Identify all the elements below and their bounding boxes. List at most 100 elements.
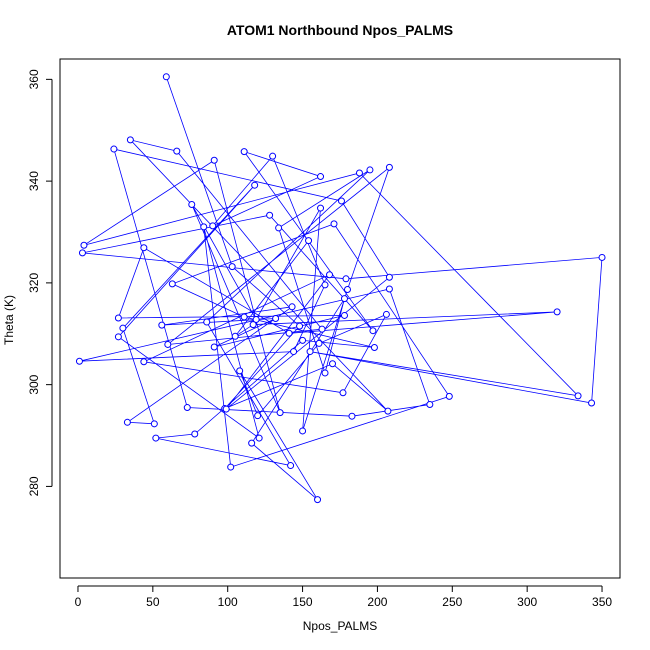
data-point bbox=[330, 220, 338, 228]
data-point bbox=[445, 392, 453, 400]
data-point bbox=[326, 271, 334, 279]
data-point bbox=[173, 147, 181, 155]
x-tick-label: 300 bbox=[517, 595, 537, 609]
y-axis-label: Theta (K) bbox=[2, 295, 16, 345]
data-point bbox=[588, 399, 596, 407]
data-point bbox=[110, 145, 118, 153]
data-point bbox=[269, 152, 277, 160]
data-point bbox=[272, 315, 280, 322]
data-point bbox=[183, 404, 191, 412]
y-tick-label: 280 bbox=[27, 476, 41, 496]
chart-title: ATOM1 Northbound Npos_PALMS bbox=[227, 22, 453, 38]
data-point bbox=[188, 201, 196, 209]
data-point bbox=[385, 285, 393, 293]
data-point bbox=[317, 204, 325, 212]
data-point bbox=[248, 439, 256, 447]
x-tick-label: 0 bbox=[75, 595, 82, 609]
data-point bbox=[126, 136, 134, 144]
data-point bbox=[78, 249, 86, 257]
data-point bbox=[191, 430, 199, 438]
data-point bbox=[348, 412, 356, 420]
data-point bbox=[299, 336, 307, 344]
data-point bbox=[119, 324, 127, 332]
data-point bbox=[240, 148, 248, 156]
data-point bbox=[231, 332, 239, 340]
data-point bbox=[236, 367, 244, 375]
data-point bbox=[315, 339, 323, 347]
data-point bbox=[240, 313, 248, 321]
y-tick-label: 300 bbox=[27, 374, 41, 394]
data-point bbox=[299, 427, 307, 435]
series-line bbox=[79, 76, 603, 500]
data-point bbox=[370, 344, 378, 352]
data-point bbox=[266, 211, 274, 219]
data-point bbox=[227, 463, 235, 471]
data-point bbox=[339, 389, 347, 397]
data-point bbox=[80, 241, 88, 249]
data-point bbox=[318, 325, 326, 333]
plot-area: 0 50 100 150 200 250 300 350 280 300 320 340 360 bbox=[27, 58, 621, 609]
data-point bbox=[574, 392, 582, 400]
data-point bbox=[426, 400, 434, 408]
data-point bbox=[249, 321, 257, 329]
data-point bbox=[168, 280, 176, 288]
data-point bbox=[290, 348, 298, 356]
data-point bbox=[114, 314, 122, 322]
data-point bbox=[317, 173, 325, 181]
data-point bbox=[337, 197, 345, 205]
data-point bbox=[140, 244, 148, 252]
data-point bbox=[314, 496, 322, 504]
data-point bbox=[288, 303, 296, 311]
data-point bbox=[355, 169, 363, 177]
data-point bbox=[158, 321, 166, 329]
data-point bbox=[598, 253, 606, 261]
data-point bbox=[343, 285, 351, 293]
data-point bbox=[209, 222, 217, 230]
data-point bbox=[75, 357, 83, 365]
data-point bbox=[321, 369, 329, 377]
data-point bbox=[251, 181, 259, 189]
data-point bbox=[366, 166, 374, 174]
data-point bbox=[210, 156, 218, 164]
y-tick-label: 340 bbox=[27, 171, 41, 191]
data-point bbox=[385, 273, 393, 281]
data-point bbox=[321, 281, 329, 289]
x-tick-label: 250 bbox=[442, 595, 462, 609]
data-point bbox=[296, 322, 304, 330]
data-point bbox=[123, 418, 131, 426]
data-point bbox=[340, 295, 348, 303]
data-point bbox=[305, 237, 313, 245]
data-point bbox=[203, 318, 211, 326]
data-point bbox=[162, 73, 170, 81]
data-point bbox=[152, 434, 160, 442]
data-point bbox=[140, 358, 148, 366]
data-point bbox=[340, 311, 348, 319]
data-point bbox=[164, 340, 172, 348]
x-tick-label: 150 bbox=[293, 595, 313, 609]
x-tick-label: 50 bbox=[146, 595, 160, 609]
data-point bbox=[254, 412, 262, 420]
data-point bbox=[382, 310, 390, 318]
data-point bbox=[276, 409, 284, 417]
data-point bbox=[285, 329, 293, 337]
y-tick-label: 320 bbox=[27, 273, 41, 293]
data-point bbox=[385, 163, 393, 171]
data-point bbox=[329, 360, 337, 368]
data-point bbox=[275, 224, 283, 232]
data-point bbox=[342, 275, 350, 283]
data-point bbox=[553, 308, 561, 316]
data-point bbox=[287, 462, 295, 470]
data-point bbox=[114, 333, 122, 341]
data-point bbox=[369, 327, 377, 335]
data-point bbox=[222, 405, 230, 413]
data-point bbox=[384, 407, 392, 415]
data-point bbox=[150, 420, 158, 428]
data-point bbox=[228, 263, 236, 271]
y-tick-label: 360 bbox=[27, 69, 41, 89]
x-tick-label: 200 bbox=[367, 595, 387, 609]
data-point bbox=[200, 223, 208, 231]
x-tick-label: 350 bbox=[592, 595, 612, 609]
x-axis-label: Npos_PALMS bbox=[303, 619, 377, 633]
